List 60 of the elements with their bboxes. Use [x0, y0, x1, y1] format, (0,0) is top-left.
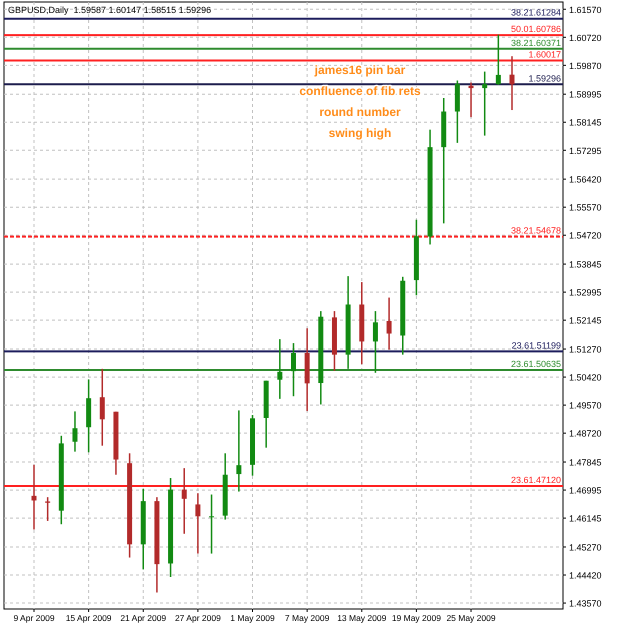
x-tick-label: 7 May 2009: [284, 613, 330, 623]
y-tick-label: 1.50420: [569, 372, 602, 383]
y-tick-label: 1.58145: [569, 118, 602, 128]
y-tick-label: 1.59870: [569, 60, 602, 71]
ref-line-label: 38.21.61284: [510, 8, 561, 18]
candlestick: [482, 70, 488, 136]
y-tick-label: 1.47845: [569, 458, 602, 468]
y-tick-label: 1.46995: [569, 486, 602, 496]
x-tick-label: 21 Apr 2009: [120, 613, 166, 623]
chart-title: GBPUSD,Daily 1.59587 1.60147 1.58515 1.59296: [8, 5, 212, 15]
candlestick: [45, 496, 50, 522]
x-tick-label: 15 Apr 2009: [66, 613, 112, 623]
ref-line-label: 1.59296: [528, 73, 561, 84]
y-tick-label: 1.44420: [569, 570, 602, 581]
y-tick-label: 1.54720: [569, 230, 602, 241]
candlestick: [277, 338, 282, 400]
x-tick-label: 9 Apr 2009: [13, 613, 55, 623]
x-tick-label: 19 May 2009: [392, 613, 442, 623]
candlestick: [496, 34, 501, 86]
x-tick-label: 13 May 2009: [337, 613, 387, 623]
y-tick-label: 1.46145: [569, 514, 602, 524]
candlestick: [386, 296, 392, 350]
y-tick-label: 1.51270: [569, 344, 602, 355]
ref-line-label: 23.61.51199: [512, 340, 561, 350]
candlestick: [182, 467, 187, 535]
y-tick-label: 1.58995: [569, 90, 602, 100]
ref-line-label: 38.21.54678: [510, 226, 561, 236]
candlestick: [236, 410, 242, 492]
ref-line-label: 1.60017: [528, 49, 561, 60]
candlestick: [100, 368, 105, 446]
candlestick: [510, 55, 514, 111]
annotation: round number: [319, 105, 401, 119]
y-tick-label: 1.57295: [569, 146, 602, 156]
candlestick: [195, 492, 200, 554]
y-tick-label: 1.45270: [569, 542, 602, 552]
x-tick-label: 1 May 2009: [230, 613, 275, 623]
candlestick: [72, 410, 78, 452]
y-tick-label: 1.43570: [569, 598, 602, 609]
x-tick-label: 25 May 2009: [446, 613, 496, 623]
candlestick: [372, 310, 378, 374]
y-tick-label: 1.48720: [569, 428, 602, 439]
candlestick: [290, 342, 296, 397]
candlestick: [32, 464, 36, 530]
annotation: james16 pin bar: [314, 63, 406, 77]
ref-line-label: 23.61.50635: [510, 358, 561, 369]
y-tick-label: 1.60720: [569, 32, 602, 43]
y-tick-label: 1.49570: [569, 400, 602, 411]
ref-line-label: 50.01.60786: [510, 24, 561, 34]
ref-line-label: 38.21.60371: [510, 38, 561, 48]
annotation: confluence of fib rets: [299, 84, 421, 98]
x-tick-label: 27 Apr 2009: [174, 613, 222, 623]
y-tick-label: 1.55570: [569, 202, 602, 213]
y-tick-label: 1.52145: [569, 316, 602, 326]
y-tick-label: 1.52995: [569, 288, 602, 298]
y-tick-label: 1.61570: [569, 4, 602, 15]
ref-line-label: 23.61.47120: [510, 474, 561, 485]
candlestick: [209, 494, 214, 554]
annotation: swing high: [328, 126, 392, 140]
y-tick-label: 1.53845: [569, 260, 602, 270]
y-tick-label: 1.56420: [569, 174, 602, 185]
